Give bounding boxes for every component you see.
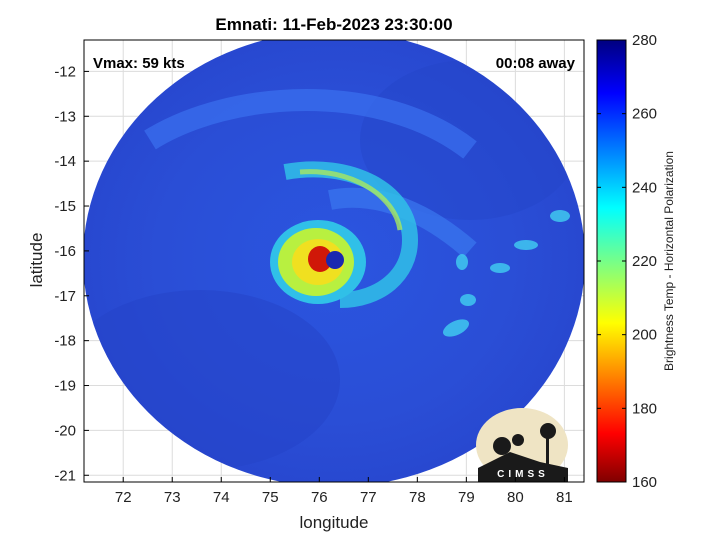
y-tick-label: -21 <box>54 467 76 484</box>
rainband-arc <box>283 161 419 308</box>
y-tick-label: -18 <box>54 333 76 350</box>
y-tick-label: -12 <box>54 63 76 80</box>
y-tick-label: -20 <box>54 422 76 439</box>
x-tick-label: 74 <box>213 489 230 506</box>
axis-ticks: 72 73 74 75 76 77 78 79 80 81 -12 -13 -14 -15 -16 -17 -1… <box>54 63 572 506</box>
logo-text: CIMSS <box>497 469 549 480</box>
colorbar-tick-label: 280 <box>632 32 657 49</box>
colorbar-tick-label: 220 <box>632 253 657 270</box>
rainband-core <box>299 169 403 231</box>
eye-center <box>326 251 344 269</box>
chart-title: Emnati: 11-Feb-2023 23:30:00 <box>215 15 452 34</box>
east-fragments <box>442 210 570 337</box>
y-axis-label: latitude <box>27 233 46 288</box>
y-tick-label: -16 <box>54 243 76 260</box>
vmax-label: Vmax: 59 kts <box>93 55 185 72</box>
colorbar <box>596 39 627 483</box>
y-tick-label: -15 <box>54 198 76 215</box>
y-tick-label: -17 <box>54 288 76 305</box>
colorbar-tick-label: 180 <box>632 400 657 417</box>
colorbar-ticks: 280 260 240 220 200 180 160 <box>597 32 657 491</box>
colorbar-tick-label: 260 <box>632 106 657 123</box>
y-tick-label: -19 <box>54 378 76 395</box>
colorbar-tick-label: 160 <box>632 474 657 491</box>
colorbar-label: Brightness Temp - Horizontal Polarizatio… <box>662 151 676 371</box>
outer-band <box>144 89 477 159</box>
x-tick-label: 81 <box>556 489 573 506</box>
x-tick-label: 73 <box>164 489 181 506</box>
plot-frame <box>83 39 585 483</box>
x-tick-label: 76 <box>311 489 328 506</box>
x-tick-label: 72 <box>115 489 132 506</box>
x-tick-label: 78 <box>409 489 426 506</box>
x-tick-label: 79 <box>458 489 475 506</box>
x-tick-label: 80 <box>507 489 524 506</box>
colorbar-tick-label: 200 <box>632 327 657 344</box>
cimss-logo: CIMSS <box>476 408 568 482</box>
y-tick-label: -14 <box>54 153 76 170</box>
colorbar-tick-label: 240 <box>632 179 657 196</box>
eye-red <box>308 246 332 272</box>
x-axis-label: longitude <box>299 513 368 532</box>
x-tick-label: 77 <box>360 489 377 506</box>
x-tick-label: 75 <box>262 489 279 506</box>
satellite-swath <box>84 40 584 482</box>
y-tick-label: -13 <box>54 108 76 125</box>
time-away-label: 00:08 away <box>496 55 576 72</box>
